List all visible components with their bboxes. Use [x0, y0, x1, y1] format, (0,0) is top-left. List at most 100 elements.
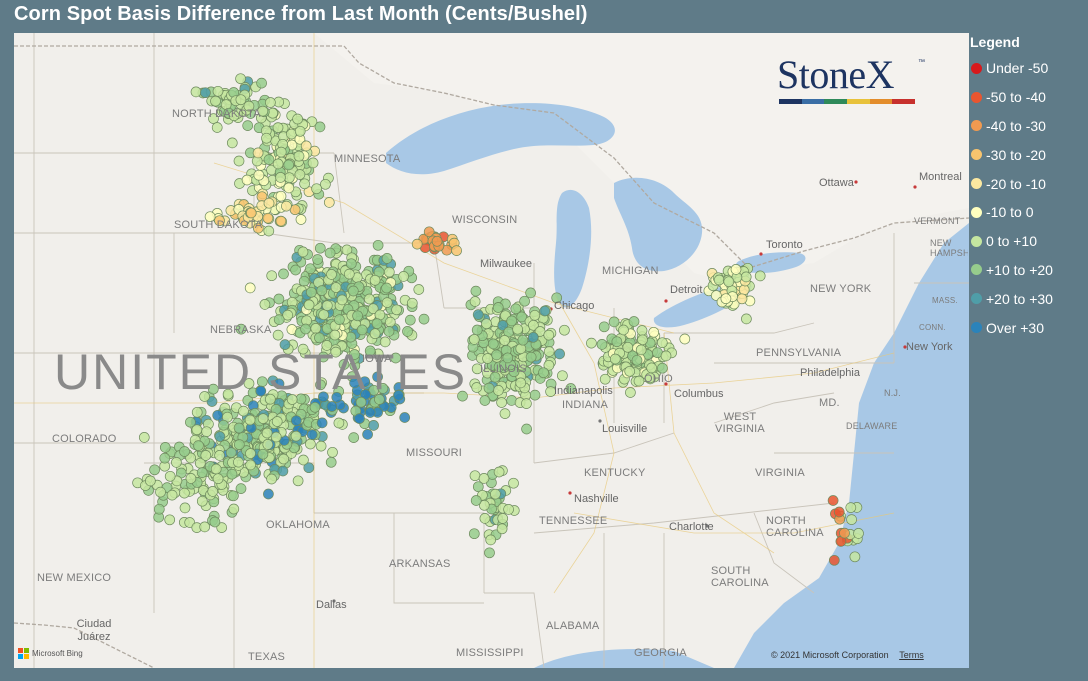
elevator-point[interactable]: [451, 245, 462, 256]
elevator-point[interactable]: [228, 503, 240, 515]
elevator-point[interactable]: [399, 412, 411, 423]
elevator-point[interactable]: [263, 154, 275, 165]
elevator-point[interactable]: [326, 401, 338, 412]
elevator-point[interactable]: [321, 300, 333, 311]
elevator-point[interactable]: [201, 426, 212, 438]
elevator-point[interactable]: [252, 147, 264, 159]
elevator-point[interactable]: [299, 178, 310, 190]
elevator-point[interactable]: [324, 247, 336, 259]
elevator-point[interactable]: [179, 502, 191, 514]
elevator-point[interactable]: [326, 269, 337, 280]
elevator-point[interactable]: [738, 284, 750, 296]
elevator-point[interactable]: [277, 465, 289, 477]
elevator-point[interactable]: [411, 238, 423, 250]
elevator-point[interactable]: [275, 190, 287, 202]
elevator-point[interactable]: [349, 349, 360, 360]
elevator-point[interactable]: [241, 174, 253, 186]
basemap[interactable]: [14, 33, 969, 668]
elevator-point[interactable]: [543, 346, 555, 357]
elevator-point[interactable]: [272, 158, 284, 170]
elevator-point[interactable]: [311, 183, 322, 195]
elevator-point[interactable]: [364, 293, 375, 305]
elevator-point[interactable]: [238, 405, 249, 417]
elevator-point[interactable]: [321, 340, 333, 351]
elevator-point[interactable]: [545, 386, 556, 397]
legend-item[interactable]: +10 to +20: [969, 256, 1084, 285]
elevator-point[interactable]: [499, 408, 511, 419]
elevator-point[interactable]: [510, 303, 522, 315]
elevator-point[interactable]: [423, 226, 435, 238]
elevator-point[interactable]: [179, 446, 190, 457]
elevator-point[interactable]: [228, 490, 239, 502]
elevator-point[interactable]: [282, 309, 294, 321]
elevator-point[interactable]: [243, 378, 255, 389]
elevator-point[interactable]: [390, 352, 402, 364]
elevator-point[interactable]: [347, 285, 359, 297]
elevator-point[interactable]: [381, 253, 393, 264]
elevator-point[interactable]: [469, 470, 481, 482]
elevator-point[interactable]: [320, 178, 331, 190]
elevator-point[interactable]: [185, 473, 197, 484]
elevator-point[interactable]: [468, 334, 480, 345]
elevator-point[interactable]: [599, 373, 611, 385]
elevator-point[interactable]: [294, 125, 306, 137]
elevator-point[interactable]: [233, 439, 245, 450]
elevator-point[interactable]: [598, 321, 610, 333]
elevator-point[interactable]: [312, 254, 323, 265]
elevator-point[interactable]: [479, 513, 491, 524]
elevator-point[interactable]: [212, 409, 224, 421]
elevator-point[interactable]: [297, 343, 309, 355]
elevator-point[interactable]: [521, 423, 532, 435]
map-view[interactable]: UNITED STATES NORTH DAKOTA SOUTH DAKOTA …: [14, 33, 969, 668]
elevator-point[interactable]: [263, 225, 275, 237]
elevator-point[interactable]: [371, 318, 383, 329]
elevator-point[interactable]: [490, 488, 501, 500]
elevator-point[interactable]: [294, 169, 306, 180]
elevator-point[interactable]: [208, 113, 219, 124]
elevator-point[interactable]: [226, 468, 238, 480]
elevator-point[interactable]: [264, 393, 276, 405]
elevator-point[interactable]: [179, 487, 190, 499]
elevator-point[interactable]: [271, 416, 283, 427]
elevator-point[interactable]: [596, 339, 608, 350]
elevator-point[interactable]: [849, 551, 861, 563]
elevator-point[interactable]: [359, 376, 371, 388]
elevator-point[interactable]: [839, 527, 850, 539]
elevator-point[interactable]: [200, 450, 212, 461]
elevator-point[interactable]: [222, 388, 234, 400]
elevator-point[interactable]: [318, 351, 329, 363]
elevator-point[interactable]: [586, 337, 597, 349]
elevator-point[interactable]: [609, 353, 621, 365]
elevator-point[interactable]: [367, 303, 379, 315]
elevator-point[interactable]: [318, 391, 329, 403]
elevator-point[interactable]: [478, 473, 490, 484]
elevator-point[interactable]: [164, 514, 176, 526]
elevator-point[interactable]: [307, 157, 319, 169]
elevator-point[interactable]: [199, 391, 210, 402]
elevator-point[interactable]: [845, 502, 857, 513]
elevator-point[interactable]: [508, 477, 519, 489]
elevator-point[interactable]: [554, 348, 565, 360]
elevator-point[interactable]: [345, 258, 357, 270]
elevator-point[interactable]: [200, 87, 211, 99]
elevator-point[interactable]: [257, 448, 269, 460]
elevator-point[interactable]: [368, 420, 379, 431]
elevator-point[interactable]: [481, 318, 492, 330]
legend-item[interactable]: -20 to -10: [969, 169, 1084, 198]
elevator-point[interactable]: [354, 413, 365, 424]
elevator-point[interactable]: [171, 457, 182, 468]
elevator-point[interactable]: [292, 475, 304, 487]
elevator-point[interactable]: [372, 371, 383, 383]
elevator-point[interactable]: [521, 398, 532, 409]
elevator-point[interactable]: [210, 95, 221, 107]
elevator-point[interactable]: [214, 450, 225, 461]
elevator-point[interactable]: [226, 137, 238, 149]
elevator-point[interactable]: [828, 554, 840, 566]
elevator-point[interactable]: [736, 293, 748, 305]
elevator-point[interactable]: [364, 407, 376, 418]
elevator-point[interactable]: [316, 417, 328, 429]
elevator-point[interactable]: [233, 456, 244, 468]
elevator-point[interactable]: [543, 329, 555, 341]
elevator-point[interactable]: [283, 182, 295, 194]
legend-item[interactable]: -30 to -20: [969, 140, 1084, 169]
